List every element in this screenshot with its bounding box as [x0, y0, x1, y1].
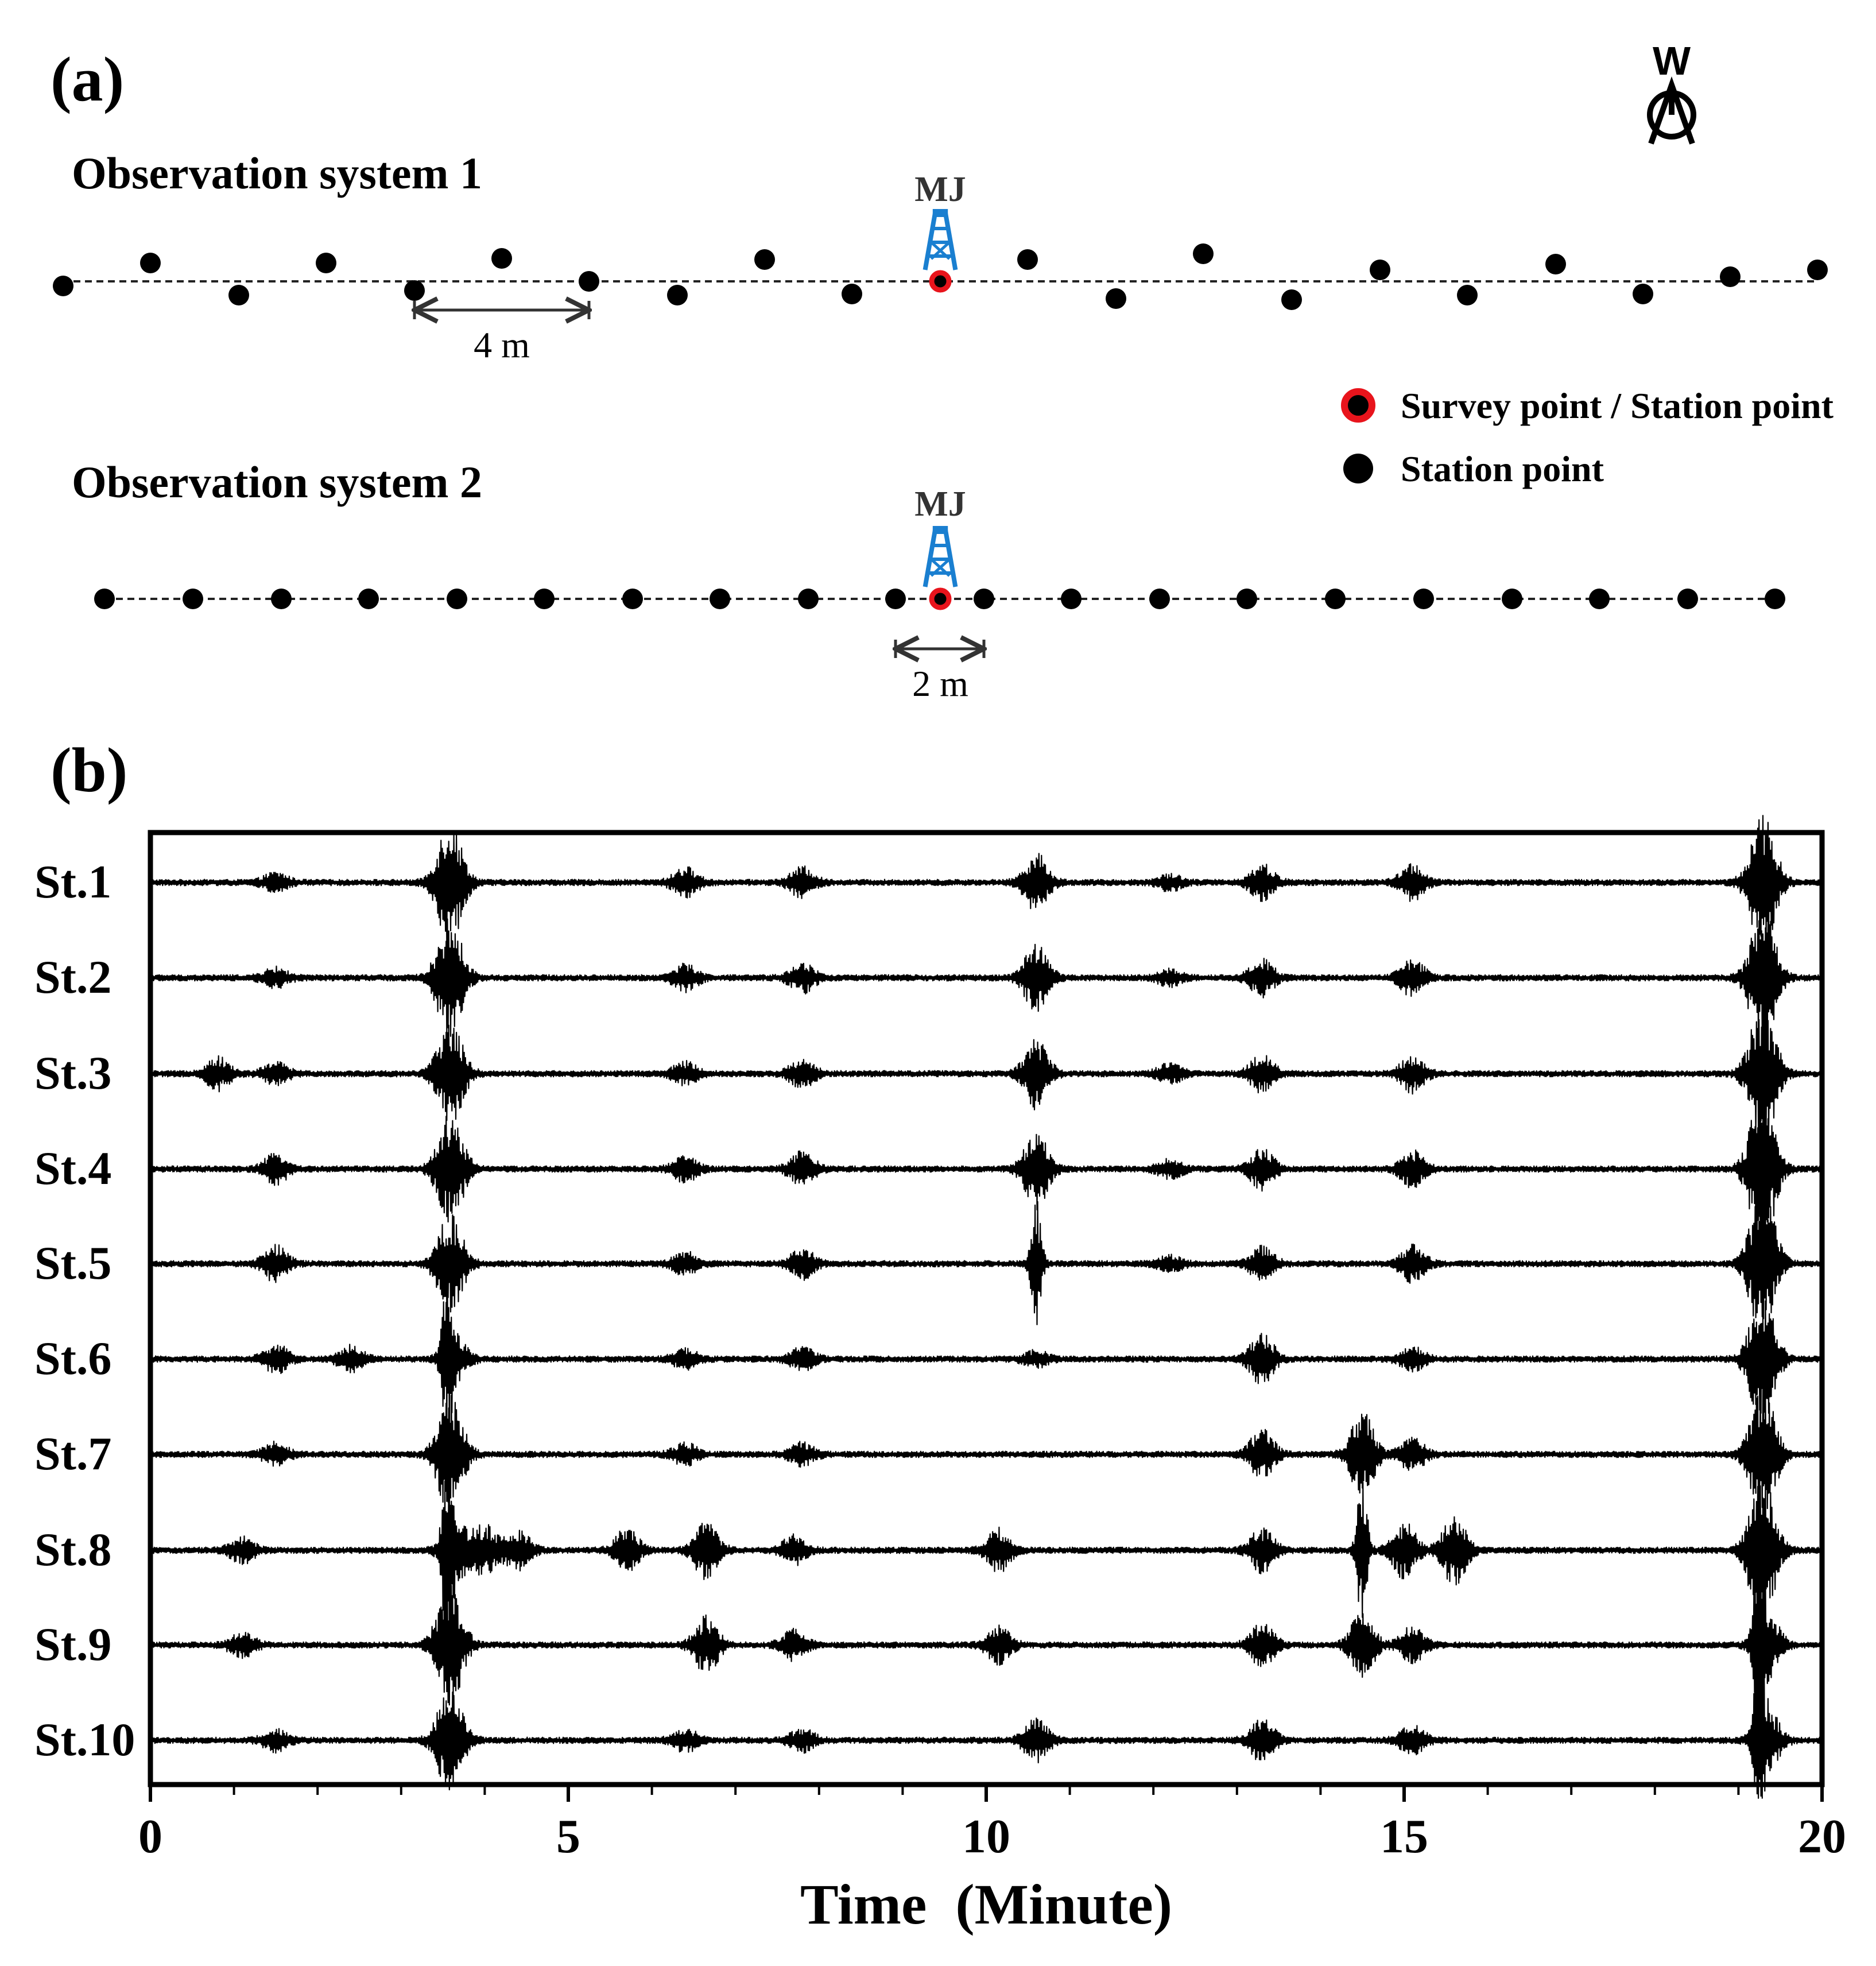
station-label: St.8	[34, 1523, 111, 1576]
station-label: St.9	[34, 1618, 111, 1670]
system1-well-label: MJ	[914, 170, 966, 209]
x-axis-label: Time (Minute)	[800, 1872, 1172, 1936]
seismic-trace	[149, 1389, 1823, 1515]
system2-scale-label: 2 m	[912, 663, 968, 704]
compass-letter: W	[1653, 38, 1691, 83]
legend-survey-marker	[1341, 388, 1375, 423]
station-point	[1193, 243, 1214, 264]
drill-rig-icon-2	[923, 526, 958, 587]
x-tick-label: 20	[1798, 1810, 1846, 1863]
station-label: St.4	[34, 1142, 111, 1194]
station-point	[842, 284, 862, 304]
station-point	[1545, 254, 1566, 274]
legend-station-marker	[1343, 454, 1373, 483]
seismic-trace	[149, 1102, 1823, 1247]
seismic-trace	[149, 918, 1823, 1043]
seismic-trace	[149, 1001, 1823, 1148]
station-point	[1720, 266, 1741, 287]
survey-station-point	[929, 270, 952, 293]
station-point	[1502, 589, 1522, 609]
seismic-trace	[149, 1291, 1823, 1437]
station-point	[1457, 285, 1478, 305]
panel-a-label: (a)	[51, 44, 124, 114]
drill-rig-icon	[923, 209, 958, 270]
system1-stations	[53, 243, 1828, 310]
station-label: St.5	[34, 1237, 111, 1289]
station-point	[798, 589, 819, 609]
compass-icon: W	[1647, 38, 1696, 145]
survey-station-point	[929, 587, 952, 610]
station-point	[491, 248, 512, 269]
system1-scale-label: 4 m	[474, 324, 530, 365]
station-point	[710, 589, 730, 609]
station-point	[358, 589, 379, 609]
x-axis: 0 5 10 15 20	[138, 1785, 1846, 1863]
station-label: St.6	[34, 1332, 111, 1384]
station-point	[316, 253, 336, 273]
station-point	[183, 589, 203, 609]
station-point	[1807, 260, 1828, 280]
station-point	[754, 249, 775, 270]
station-point	[1633, 284, 1653, 304]
seismic-trace	[149, 1654, 1823, 1799]
system2-title: Observation system 2	[72, 457, 482, 507]
seismic-trace	[149, 1535, 1823, 1755]
station-labels: St.1 St.2 St.3 St.4 St.5 St.6 St.7 St.8 St.9 St.1…	[34, 856, 135, 1766]
seismic-traces	[149, 815, 1823, 1799]
system2-well-label: MJ	[914, 485, 966, 524]
station-point	[1413, 589, 1434, 609]
station-point	[974, 589, 994, 609]
station-point	[1589, 589, 1610, 609]
station-point	[1106, 288, 1126, 309]
station-label: St.10	[34, 1713, 135, 1766]
station-point	[1149, 589, 1170, 609]
legend-station-label: Station point	[1401, 448, 1604, 489]
station-point	[1061, 589, 1082, 609]
station-point	[1281, 289, 1302, 310]
station-point	[140, 253, 161, 273]
station-point	[534, 589, 555, 609]
station-point	[1765, 589, 1785, 609]
x-tick-label: 5	[556, 1810, 580, 1863]
x-tick-label: 10	[962, 1810, 1010, 1863]
legend: Survey point / Station point Station poi…	[1341, 385, 1834, 489]
station-label: St.7	[34, 1427, 111, 1480]
panel-b: (b) St.1 St.2 St.3 St.4 St.5 St.6 St.7 St.8 St.9…	[34, 735, 1846, 1936]
station-point	[579, 271, 599, 292]
seismic-trace	[149, 1190, 1823, 1325]
station-point	[1237, 589, 1257, 609]
station-label: St.2	[34, 951, 111, 1003]
x-tick-label: 15	[1380, 1810, 1428, 1863]
station-point	[1677, 589, 1698, 609]
system1-title: Observation system 1	[72, 148, 482, 198]
station-point	[271, 589, 292, 609]
seismic-trace	[149, 815, 1823, 943]
station-point	[447, 589, 467, 609]
station-label: St.1	[34, 856, 111, 908]
station-point	[1325, 589, 1346, 609]
station-point	[622, 589, 643, 609]
seismic-trace	[149, 1464, 1823, 1639]
station-point	[53, 276, 73, 296]
station-point	[404, 280, 425, 301]
x-tick-label: 0	[138, 1810, 162, 1863]
legend-survey-label: Survey point / Station point	[1401, 385, 1834, 426]
station-point	[94, 589, 115, 609]
panel-b-label: (b)	[51, 735, 127, 805]
station-point	[228, 285, 249, 305]
station-point	[667, 285, 688, 305]
station-point	[1017, 249, 1038, 270]
panel-a: (a) W Observation system 1 MJ 4 m Survey…	[51, 38, 1834, 704]
station-label: St.3	[34, 1047, 111, 1099]
system2-stations	[94, 587, 1785, 610]
station-point	[1370, 260, 1390, 280]
station-point	[885, 589, 906, 609]
